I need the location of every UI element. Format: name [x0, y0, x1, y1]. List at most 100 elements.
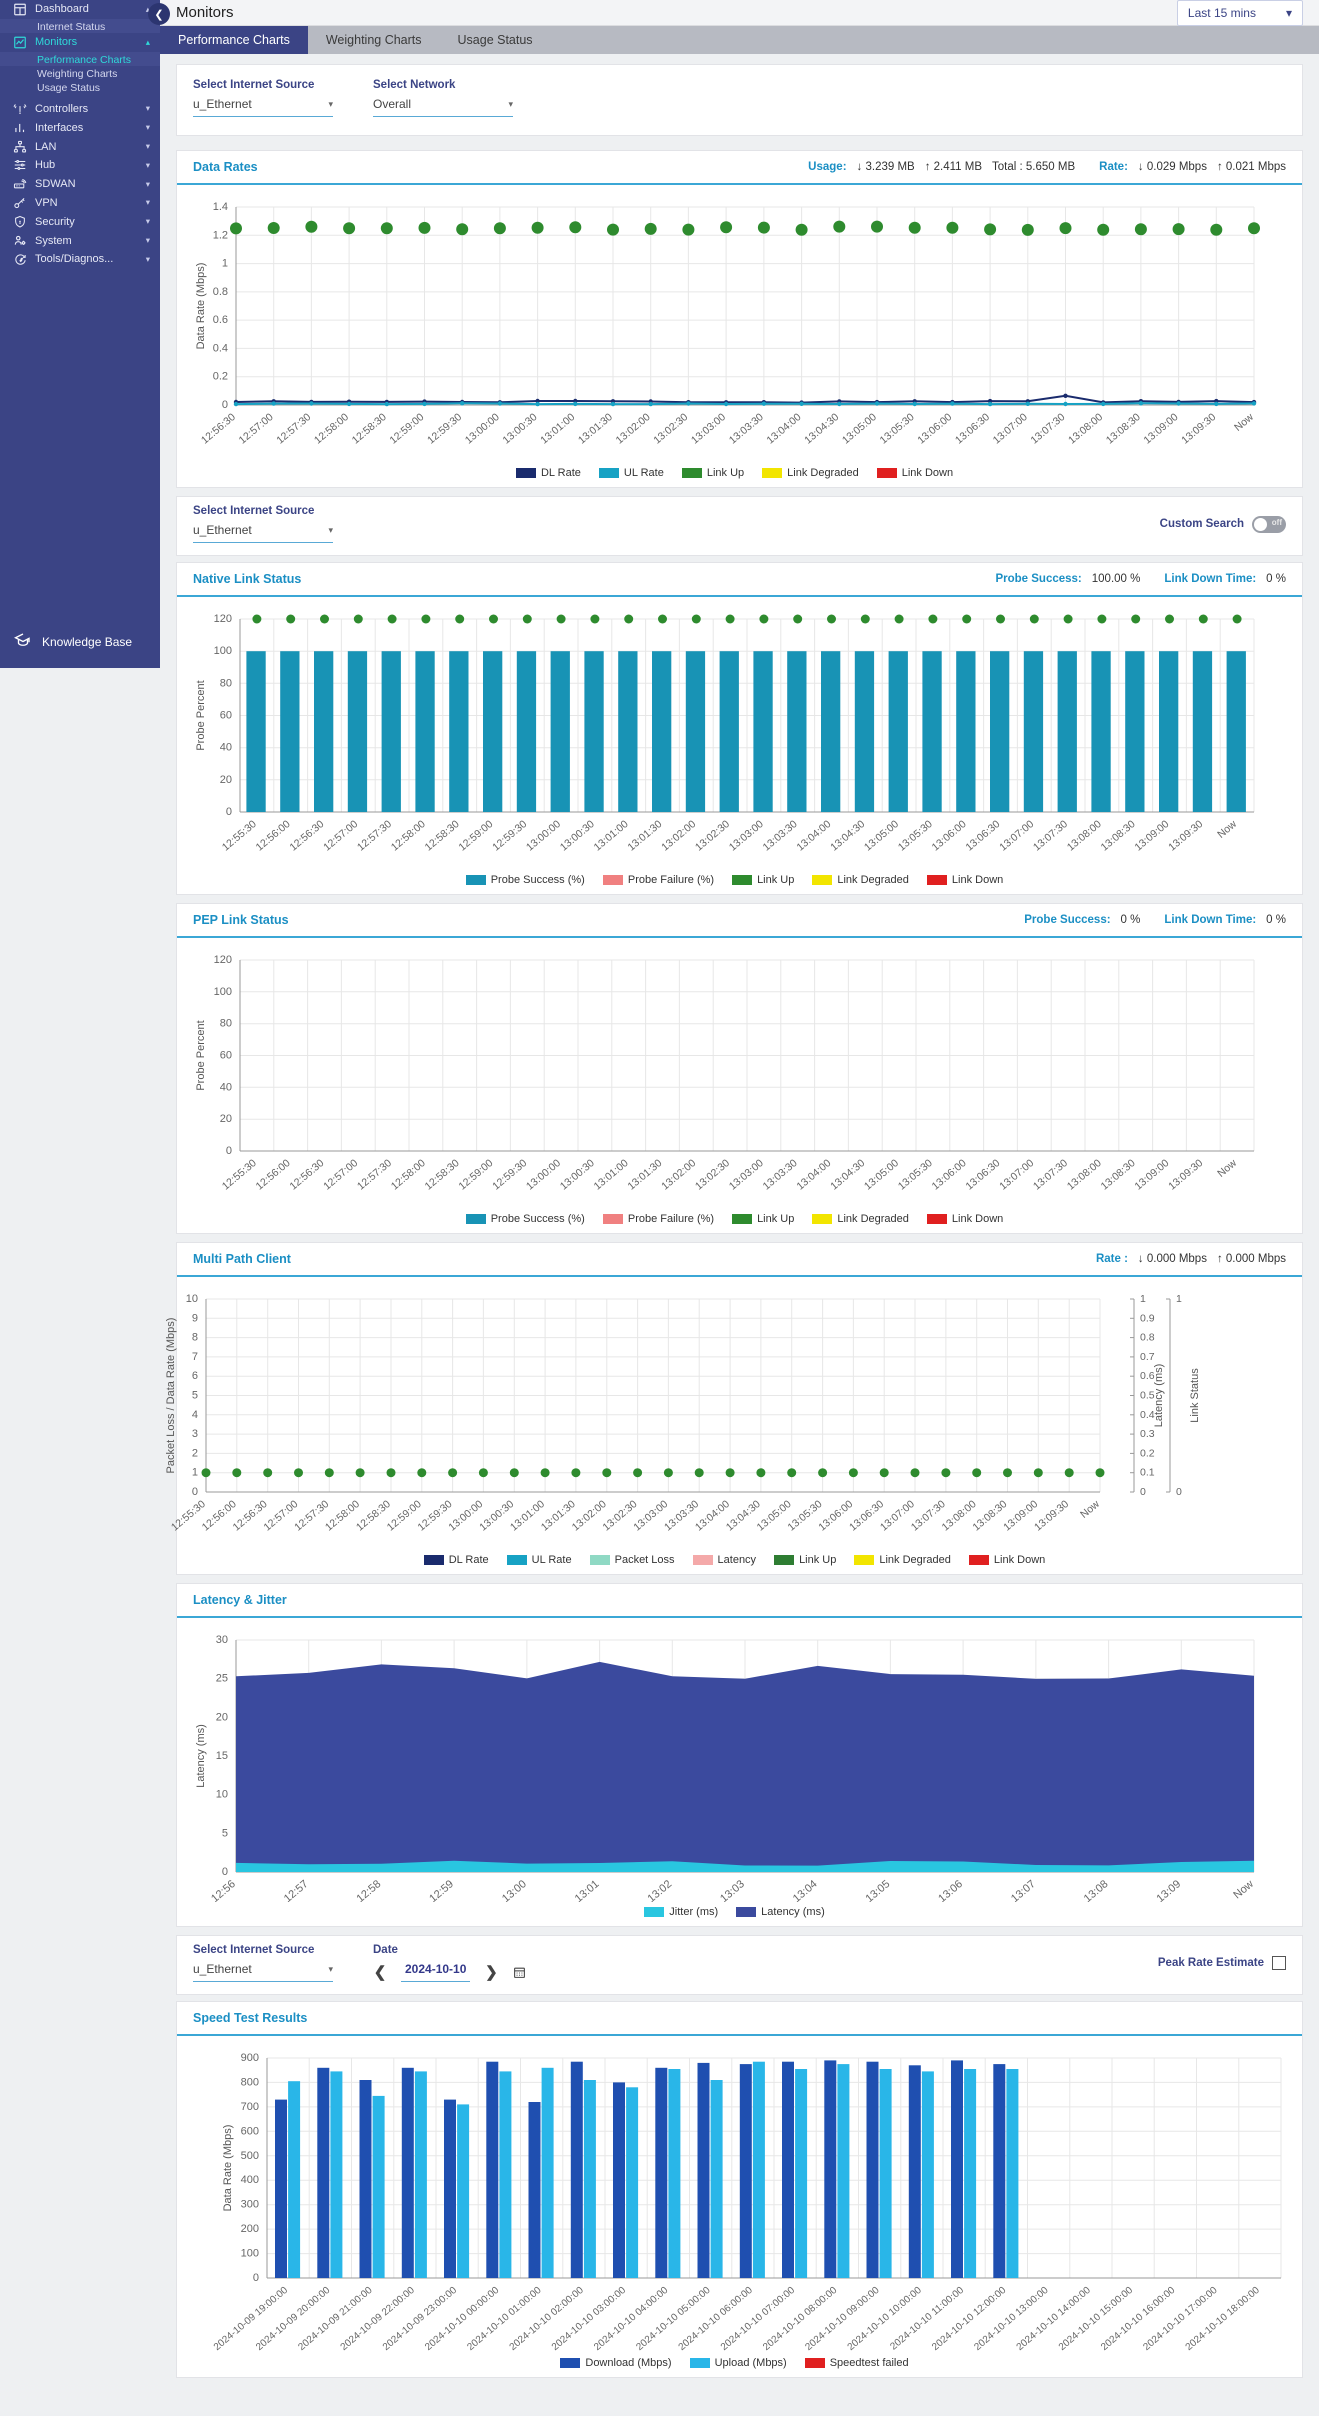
svg-text:1: 1 [221, 258, 227, 270]
svg-text:60: 60 [219, 1050, 231, 1062]
svg-text:13:00:00: 13:00:00 [462, 411, 501, 447]
svg-text:2024-10-10 06:00:00: 2024-10-10 06:00:00 [677, 2285, 756, 2353]
svg-text:13:05:00: 13:05:00 [862, 818, 901, 854]
svg-text:900: 900 [241, 2052, 259, 2064]
svg-text:10: 10 [215, 1789, 227, 1801]
svg-text:1: 1 [1176, 1293, 1182, 1305]
svg-text:13:05:30: 13:05:30 [877, 411, 916, 447]
svg-text:60: 60 [219, 710, 231, 722]
svg-text:2024-10-10 10:00:00: 2024-10-10 10:00:00 [846, 2285, 925, 2353]
svg-text:13:07:30: 13:07:30 [1031, 1157, 1070, 1193]
svg-text:9: 9 [191, 1312, 197, 1324]
svg-text:13:04:00: 13:04:00 [794, 818, 833, 854]
svg-text:12:57:00: 12:57:00 [321, 1157, 360, 1193]
svg-text:0: 0 [1176, 1486, 1182, 1498]
svg-text:13:00:30: 13:00:30 [500, 411, 539, 447]
svg-text:13:02:30: 13:02:30 [693, 818, 732, 854]
svg-text:13:05:00: 13:05:00 [862, 1157, 901, 1193]
svg-text:2024-10-10 07:00:00: 2024-10-10 07:00:00 [719, 2285, 798, 2353]
svg-text:13:01:30: 13:01:30 [575, 411, 614, 447]
svg-text:15: 15 [215, 1750, 227, 1762]
svg-text:2024-10-10 16:00:00: 2024-10-10 16:00:00 [1099, 2285, 1178, 2353]
svg-text:12:58:30: 12:58:30 [349, 411, 388, 447]
svg-text:100: 100 [213, 986, 231, 998]
svg-text:1.4: 1.4 [212, 201, 227, 213]
svg-text:13:03:00: 13:03:00 [726, 818, 765, 854]
svg-text:Latency (ms): Latency (ms) [1153, 1364, 1165, 1428]
svg-text:20: 20 [215, 1711, 227, 1723]
svg-text:12:57:00: 12:57:00 [321, 818, 360, 854]
svg-text:13:09: 13:09 [1154, 1878, 1183, 1902]
svg-text:13:00:00: 13:00:00 [524, 818, 563, 854]
svg-text:13:00:30: 13:00:30 [557, 818, 596, 854]
svg-text:13:08:30: 13:08:30 [1103, 411, 1142, 447]
svg-text:13:08:00: 13:08:00 [1064, 818, 1103, 854]
svg-text:12:59:00: 12:59:00 [456, 1157, 495, 1193]
svg-text:13:08: 13:08 [1081, 1878, 1110, 1902]
svg-text:Now: Now [1215, 1157, 1239, 1180]
svg-text:13:07:30: 13:07:30 [1031, 818, 1070, 854]
svg-text:13:01:30: 13:01:30 [625, 1157, 664, 1193]
svg-text:12:55:30: 12:55:30 [219, 818, 258, 854]
svg-text:6: 6 [191, 1370, 197, 1382]
svg-text:2024-10-10 04:00:00: 2024-10-10 04:00:00 [592, 2285, 671, 2353]
svg-text:12:58:30: 12:58:30 [422, 818, 461, 854]
svg-text:12:59:30: 12:59:30 [490, 1157, 529, 1193]
svg-text:12:56:00: 12:56:00 [253, 818, 292, 854]
svg-text:12:58: 12:58 [354, 1878, 383, 1902]
svg-text:0.9: 0.9 [1140, 1312, 1155, 1324]
svg-text:2024-10-09 19:00:00: 2024-10-09 19:00:00 [212, 2285, 291, 2353]
svg-text:Now: Now [1232, 411, 1256, 434]
svg-text:12:59:30: 12:59:30 [490, 818, 529, 854]
svg-text:200: 200 [241, 2223, 259, 2235]
svg-text:13:03:30: 13:03:30 [726, 411, 765, 447]
svg-text:13:05:30: 13:05:30 [895, 1157, 934, 1193]
svg-text:3: 3 [191, 1428, 197, 1440]
svg-text:12:56:00: 12:56:00 [253, 1157, 292, 1193]
svg-text:Now: Now [1215, 818, 1239, 841]
svg-text:4: 4 [191, 1409, 197, 1421]
svg-text:2024-10-10 17:00:00: 2024-10-10 17:00:00 [1141, 2285, 1220, 2353]
svg-text:0: 0 [1140, 1486, 1146, 1498]
svg-text:13:09:00: 13:09:00 [1132, 1157, 1171, 1193]
svg-text:13:09:30: 13:09:30 [1166, 818, 1205, 854]
svg-text:Now: Now [1231, 1878, 1256, 1901]
svg-text:10: 10 [185, 1293, 197, 1305]
svg-text:13:01:00: 13:01:00 [538, 411, 577, 447]
svg-text:0: 0 [225, 1145, 231, 1157]
svg-text:13:00: 13:00 [500, 1878, 529, 1902]
svg-text:13:00:00: 13:00:00 [524, 1157, 563, 1193]
svg-text:12:57:30: 12:57:30 [355, 818, 394, 854]
svg-text:13:02: 13:02 [645, 1878, 674, 1902]
svg-text:13:08:30: 13:08:30 [1098, 1157, 1137, 1193]
svg-text:0: 0 [225, 806, 231, 818]
svg-text:80: 80 [219, 677, 231, 689]
svg-text:13:05:30: 13:05:30 [895, 818, 934, 854]
svg-text:12:58:30: 12:58:30 [422, 1157, 461, 1193]
svg-text:0: 0 [191, 1486, 197, 1498]
svg-text:13:05:00: 13:05:00 [839, 411, 878, 447]
svg-text:12:57: 12:57 [281, 1878, 310, 1902]
svg-text:13:08:00: 13:08:00 [1064, 1157, 1103, 1193]
svg-text:0.6: 0.6 [212, 314, 227, 326]
svg-text:1: 1 [191, 1467, 197, 1479]
svg-text:2024-10-10 14:00:00: 2024-10-10 14:00:00 [1015, 2285, 1094, 2353]
svg-text:500: 500 [241, 2150, 259, 2162]
svg-text:2024-10-09 20:00:00: 2024-10-09 20:00:00 [254, 2285, 333, 2353]
svg-text:0: 0 [221, 399, 227, 411]
svg-text:Probe Percent: Probe Percent [195, 1020, 207, 1090]
svg-text:20: 20 [219, 774, 231, 786]
svg-text:2024-10-10 08:00:00: 2024-10-10 08:00:00 [761, 2285, 840, 2353]
svg-text:13:02:00: 13:02:00 [659, 1157, 698, 1193]
svg-text:2024-10-09 23:00:00: 2024-10-09 23:00:00 [381, 2285, 460, 2353]
svg-text:12:56:30: 12:56:30 [287, 818, 326, 854]
svg-text:13:07: 13:07 [1009, 1878, 1038, 1902]
svg-text:2024-10-10 09:00:00: 2024-10-10 09:00:00 [803, 2285, 882, 2353]
svg-text:13:06:30: 13:06:30 [953, 411, 992, 447]
svg-text:12:58:00: 12:58:00 [388, 818, 427, 854]
svg-text:Probe Percent: Probe Percent [195, 680, 207, 750]
svg-text:2024-10-10 18:00:00: 2024-10-10 18:00:00 [1184, 2285, 1263, 2353]
svg-text:13:03:00: 13:03:00 [689, 411, 728, 447]
svg-text:13:05: 13:05 [863, 1878, 892, 1902]
svg-text:0.1: 0.1 [1140, 1467, 1155, 1479]
